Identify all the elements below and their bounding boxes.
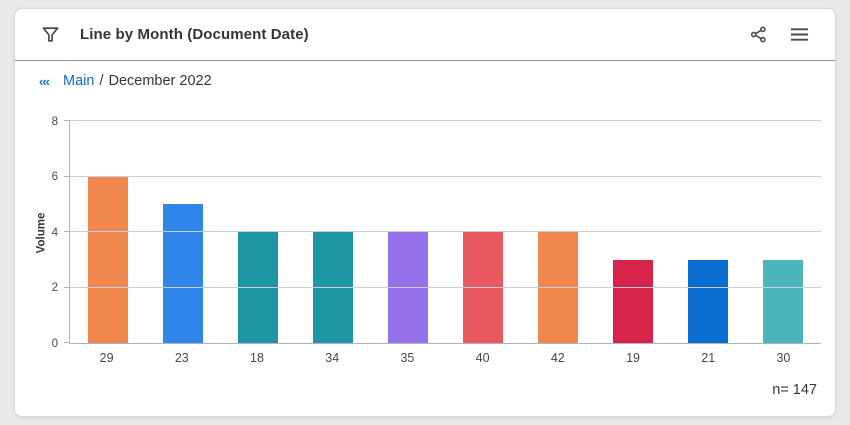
bar[interactable] (763, 259, 804, 343)
x-tick-label: 40 (475, 351, 490, 365)
filter-icon[interactable] (37, 21, 64, 48)
y-tick-label: 6 (51, 171, 58, 183)
share-icon[interactable] (745, 21, 772, 48)
x-tick-label: 21 (701, 351, 716, 365)
bar[interactable] (87, 176, 128, 343)
bar-slot (596, 121, 671, 343)
gridline (70, 120, 821, 121)
bar-slot (70, 121, 145, 343)
widget-title: Line by Month (Document Date) (80, 26, 309, 43)
x-tick-label: 34 (325, 351, 340, 365)
bar-slot (295, 121, 370, 343)
plot-area: 0 2 4 6 8 (52, 116, 821, 350)
x-tick-label: 35 (400, 351, 415, 365)
bar-slot (370, 121, 445, 343)
y-tick-label: 0 (51, 337, 58, 350)
bar[interactable] (387, 232, 428, 343)
x-tick-label: 30 (776, 351, 791, 365)
breadcrumb-collapse-icon[interactable]: ‹‹‹ (39, 73, 50, 89)
bar-slot (521, 121, 596, 343)
gridline (70, 286, 821, 288)
y-tick-mark (64, 342, 70, 343)
bar-slot (220, 121, 295, 343)
bar[interactable] (613, 259, 654, 343)
x-tick-label: 42 (550, 351, 565, 365)
bar-slot (746, 121, 821, 343)
x-axis-labels: 29 23 18 34 35 40 42 19 21 30 (69, 351, 821, 365)
sample-count-label: n= 147 (772, 382, 817, 398)
gridline (70, 175, 821, 177)
bar[interactable] (538, 232, 579, 343)
x-tick-label: 29 (99, 351, 114, 365)
menu-icon[interactable] (786, 22, 813, 47)
x-tick-label: 19 (626, 351, 640, 365)
breadcrumb-current: December 2022 (108, 73, 212, 89)
bar-chart: Volume 0 2 4 6 8 29 23 18 34 35 40 42 19 21 30 n= 147 (15, 99, 835, 416)
bar[interactable] (162, 204, 203, 343)
bar-slot (671, 121, 746, 343)
x-tick-label: 18 (250, 351, 264, 365)
gridline (70, 231, 821, 232)
y-tick-label: 2 (51, 282, 58, 294)
y-axis-title: Volume (35, 212, 47, 253)
bar[interactable] (688, 259, 729, 343)
bars-container (70, 121, 821, 343)
breadcrumb-link-main[interactable]: Main (63, 73, 95, 89)
y-tick-label: 8 (51, 115, 58, 128)
y-tick-label: 4 (51, 226, 58, 239)
y-tick-mark (64, 231, 70, 232)
breadcrumb-separator: / (99, 73, 104, 89)
chart-widget-panel: Line by Month (Document Date) ‹‹‹ Main /… (14, 8, 836, 417)
breadcrumb: ‹‹‹ Main / December 2022 (15, 61, 835, 99)
bar-slot (145, 121, 220, 343)
bar-slot (445, 121, 520, 343)
y-tick-mark (64, 175, 70, 177)
x-tick-label: 23 (174, 351, 189, 365)
bar[interactable] (237, 232, 278, 343)
y-tick-mark (64, 286, 70, 288)
widget-header: Line by Month (Document Date) (15, 9, 835, 61)
y-tick-mark (64, 120, 70, 121)
bar[interactable] (312, 232, 353, 343)
bar[interactable] (463, 232, 504, 343)
